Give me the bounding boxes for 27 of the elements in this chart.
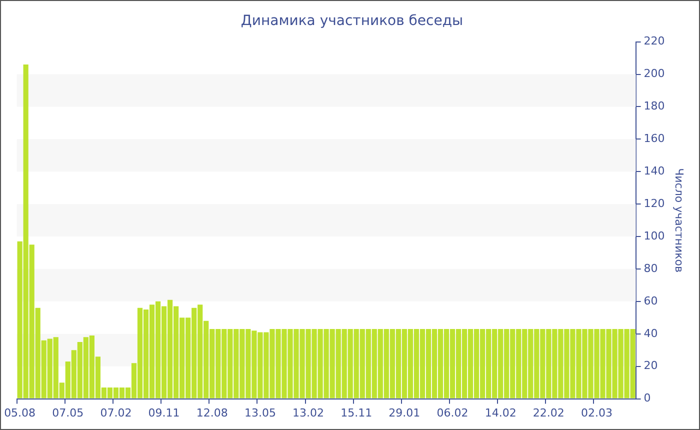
y-tick-label: 80 (644, 262, 658, 275)
y-tick-label: 220 (644, 34, 665, 48)
y-tick-label: 40 (644, 326, 658, 340)
x-tick-label: 13.02 (292, 406, 324, 420)
x-tick-label: 13.05 (244, 406, 276, 420)
y-tick-label: 60 (644, 294, 658, 308)
y-tick-label: 120 (644, 196, 665, 210)
x-tick-label: 14.02 (484, 406, 516, 420)
y-tick-label: 0 (644, 392, 651, 405)
y-tick-label: 20 (644, 359, 658, 372)
x-tick-label: 02.03 (580, 406, 612, 420)
x-tick-label: 09.11 (148, 406, 180, 420)
x-tick-label: 06.02 (436, 406, 468, 420)
x-tick-label: 07.02 (100, 406, 132, 420)
x-tick-label: 12.08 (196, 406, 228, 420)
y-tick-label: 140 (644, 164, 665, 178)
y-axis-title: Число участников (672, 168, 686, 273)
x-tick-label: 05.08 (4, 406, 36, 420)
y-tick-label: 160 (644, 132, 665, 146)
x-tick-label: 15.11 (340, 406, 372, 420)
y-tick-label: 200 (644, 67, 665, 80)
y-tick-label: 180 (644, 100, 665, 113)
y-tick-label: 100 (644, 229, 665, 242)
x-tick-label: 07.05 (52, 406, 84, 420)
x-tick-label: 22.02 (532, 406, 564, 420)
chart-title: Динамика участников беседы (240, 13, 464, 30)
x-tick-label: 29.01 (388, 406, 420, 420)
